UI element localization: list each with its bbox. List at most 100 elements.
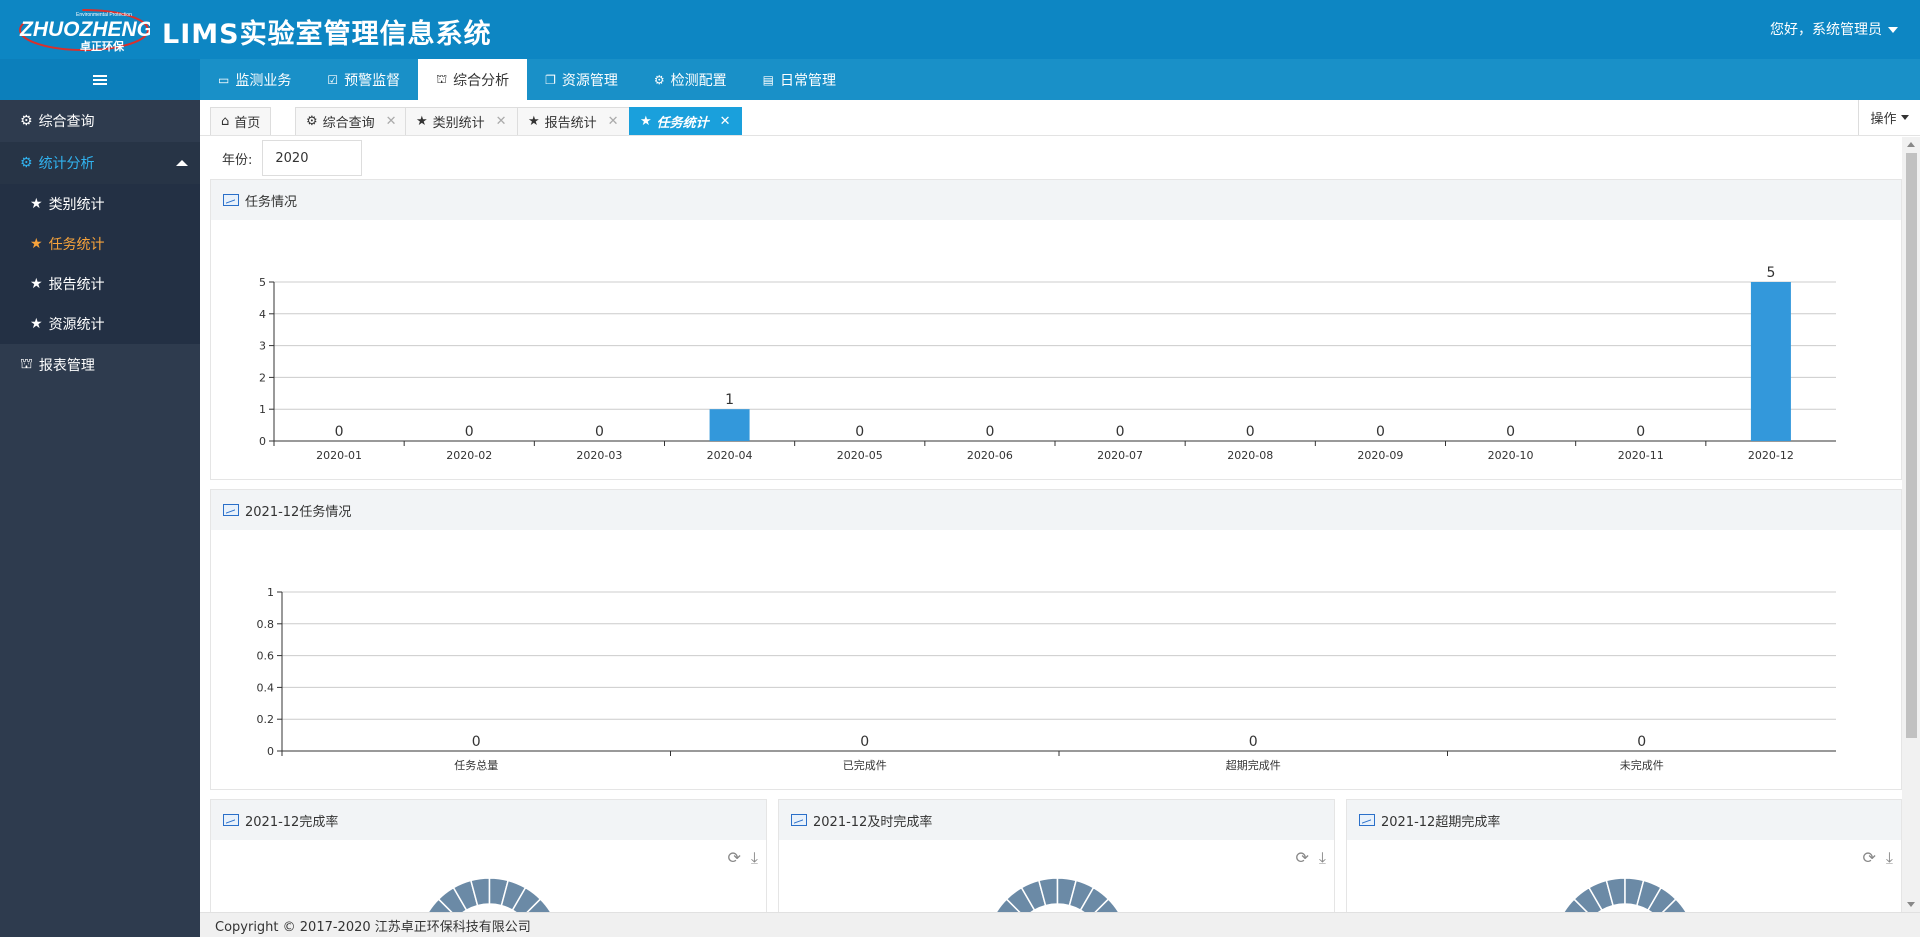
panel-title: 2021-12超期完成率 <box>1381 814 1501 830</box>
nav-tab-5[interactable]: ▤ 日常管理 <box>745 59 854 100</box>
gauge-segment <box>1094 898 1120 912</box>
refresh-icon[interactable]: ⟳ <box>727 848 741 867</box>
data-label: 0 <box>335 424 344 440</box>
home-icon: ⌂ <box>221 114 230 129</box>
sidebar-subitem-label: 报告统计 <box>48 277 105 293</box>
user-menu[interactable]: 您好，系统管理员 <box>1770 19 1898 39</box>
chart-icon <box>223 814 239 826</box>
nav-tab-2[interactable]: ⛫ 综合分析 <box>418 59 528 100</box>
close-icon[interactable]: ✕ <box>607 114 619 129</box>
x-tick-label: 2020-04 <box>707 449 753 462</box>
nav-tab-0[interactable]: ▭ 监测业务 <box>200 59 309 100</box>
nav-tab-label: 资源管理 <box>561 72 618 89</box>
tab-label: 类别统计 <box>432 116 485 131</box>
bar <box>709 409 750 441</box>
overdue-rate-panel: 2021-12超期完成率 ⟳ ⤓ <box>1346 799 1902 912</box>
sidebar-subitem-category-stats[interactable]: ★ 类别统计 <box>0 184 200 224</box>
star-icon: ★ <box>528 114 540 129</box>
sidebar-item-label: 报表管理 <box>38 358 95 374</box>
app-header: ZHUOZHENG Environmental Protection 卓正环保 … <box>0 0 1920 59</box>
ontime-gauge <box>995 877 1120 912</box>
y-tick-label: 0.6 <box>257 650 275 663</box>
nav-tab-label: 预警监督 <box>344 72 401 89</box>
vertical-scrollbar[interactable] <box>1902 137 1920 912</box>
star-icon: ★ <box>30 236 43 252</box>
year-input[interactable]: 2020 <box>262 140 363 176</box>
sidebar-subitem-resource-stats[interactable]: ★ 资源统计 <box>0 304 200 344</box>
refresh-icon[interactable]: ⟳ <box>1295 848 1309 867</box>
caret-down-icon <box>1900 115 1909 120</box>
tab-query[interactable]: ⚙ 综合查询 ✕ <box>295 107 408 135</box>
chart-tools: ⟳ ⤓ <box>728 848 758 868</box>
panel-header: 任务情况 <box>211 180 1901 220</box>
data-label: 0 <box>1506 424 1515 440</box>
sidebar-subitem-report-stats[interactable]: ★ 报告统计 <box>0 264 200 304</box>
greeting-text: 您好，系统管理员 <box>1770 22 1882 38</box>
close-icon[interactable]: ✕ <box>385 114 397 129</box>
gauge-segment <box>526 898 552 912</box>
nav-tab-label: 日常管理 <box>780 72 837 89</box>
page-tab-bar: ⌂ 首页 ⚙ 综合查询 ✕ ★ 类别统计 ✕ ★ 报告统计 ✕ ★ 任务统计 ✕… <box>200 100 1920 136</box>
menu-toggle-button[interactable] <box>0 59 200 100</box>
month-status-panel: 2021-12任务情况 0 0.2 0.4 0.6 0.8 1 0 任务总量 0 已完成件 0 超期完… <box>210 489 1902 790</box>
data-label: 0 <box>1249 734 1258 750</box>
nav-tab-1[interactable]: ☑ 预警监督 <box>309 59 418 100</box>
scroll-down-icon[interactable] <box>1907 902 1915 907</box>
sidebar-item-reports[interactable]: ⛫ 报表管理 <box>0 344 200 386</box>
download-icon[interactable]: ⤓ <box>1318 848 1326 867</box>
footer: Copyright © 2017-2020 江苏卓正环保科技有限公司 <box>200 912 1920 937</box>
tab-home[interactable]: ⌂ 首页 <box>210 107 272 135</box>
chart-tools: ⟳ ⤓ <box>1296 848 1326 868</box>
refresh-icon[interactable]: ⟳ <box>1862 848 1876 867</box>
copy-icon: ❐ <box>545 72 556 87</box>
copyright-text: Copyright © 2017-2020 江苏卓正环保科技有限公司 <box>215 919 531 935</box>
x-tick-label: 2020-03 <box>576 449 622 462</box>
year-filter: 年份: 2020 <box>222 138 363 178</box>
x-tick-label: 2020-08 <box>1227 449 1273 462</box>
y-tick-label: 4 <box>259 308 266 321</box>
x-tick-label: 2020-06 <box>967 449 1013 462</box>
tab-label: 任务统计 <box>656 116 709 131</box>
task-status-panel: 任务情况 0 1 2 3 4 5 0 2020-01 0 2020-02 0 2020-03 1 2020… <box>210 179 1902 480</box>
scrollbar-thumb[interactable] <box>1906 153 1917 738</box>
operations-dropdown[interactable]: 操作 <box>1858 100 1920 135</box>
data-label: 0 <box>1637 734 1646 750</box>
sidebar-item-query[interactable]: ⚙ 综合查询 <box>0 100 200 142</box>
completion-gauge <box>427 877 552 912</box>
sidebar-item-statistics[interactable]: ⚙ 统计分析 <box>0 142 200 184</box>
close-icon[interactable]: ✕ <box>719 114 731 129</box>
scroll-up-icon[interactable] <box>1907 142 1915 147</box>
sidebar: ⚙ 综合查询 ⚙ 统计分析 ★ 类别统计 ★ 任务统计 ★ 报告统计 ★ 资源统… <box>0 100 200 937</box>
hamburger-icon <box>93 78 107 81</box>
tab-report-stats[interactable]: ★ 报告统计 ✕ <box>517 107 630 135</box>
panel-header: 2021-12超期完成率 <box>1347 800 1901 840</box>
download-icon[interactable]: ⤓ <box>750 848 758 867</box>
gear-icon: ⚙ <box>306 114 318 129</box>
data-label: 0 <box>855 424 864 440</box>
y-tick-label: 0.2 <box>257 713 275 726</box>
chart-icon <box>1359 814 1375 826</box>
panel-header: 2021-12任务情况 <box>211 490 1901 530</box>
panel-title: 任务情况 <box>245 194 298 210</box>
sidebar-subitem-label: 资源统计 <box>48 317 105 333</box>
y-tick-label: 2 <box>259 371 266 384</box>
x-tick-label: 未完成件 <box>1620 758 1664 772</box>
y-tick-label: 1 <box>259 403 266 416</box>
star-icon: ★ <box>416 114 428 129</box>
close-icon[interactable]: ✕ <box>495 114 507 129</box>
x-tick-label: 2020-07 <box>1097 449 1143 462</box>
month-status-chart: 0 0.2 0.4 0.6 0.8 1 0 任务总量 0 已完成件 0 超期完成件 0 未完成件 <box>257 586 1836 772</box>
data-label: 0 <box>1116 424 1125 440</box>
tab-category-stats[interactable]: ★ 类别统计 ✕ <box>405 107 518 135</box>
tab-task-stats[interactable]: ★ 任务统计 ✕ <box>629 107 742 135</box>
panel-header: 2021-12及时完成率 <box>779 800 1334 840</box>
nav-tab-3[interactable]: ❐ 资源管理 <box>527 59 636 100</box>
nav-tab-4[interactable]: ⚙ 检测配置 <box>636 59 745 100</box>
check-square-icon: ☑ <box>327 72 339 87</box>
download-icon[interactable]: ⤓ <box>1885 848 1893 867</box>
sidebar-subitem-task-stats[interactable]: ★ 任务统计 <box>0 224 200 264</box>
star-icon: ★ <box>640 114 652 129</box>
x-tick-label: 任务总量 <box>454 758 498 772</box>
y-tick-label: 5 <box>259 276 266 289</box>
panel-title: 2021-12完成率 <box>245 814 339 830</box>
